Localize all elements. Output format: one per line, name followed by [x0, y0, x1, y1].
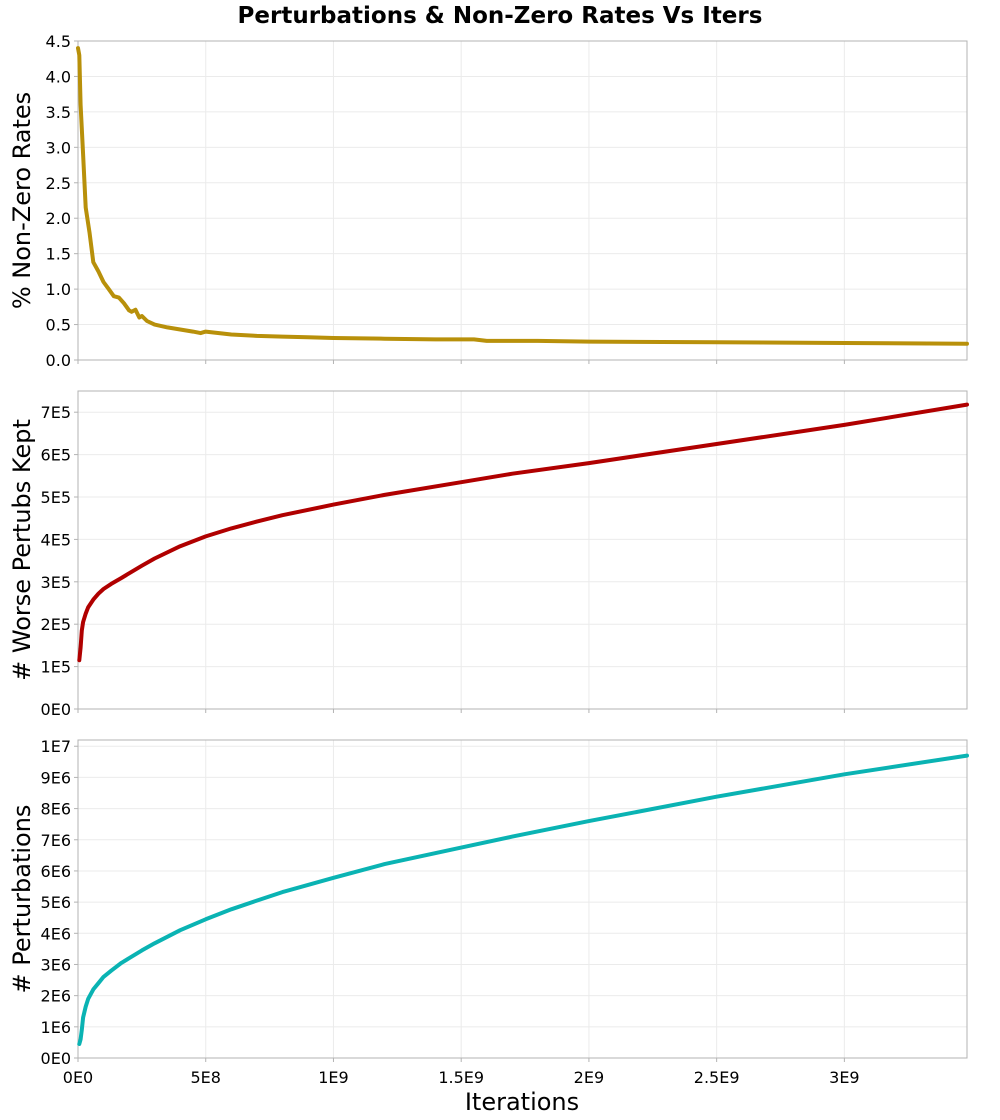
worse-pertubs-y-tick-label-7: 7E5	[41, 403, 71, 422]
perturbations-y-tick-label-4: 4E6	[41, 924, 71, 943]
worse-pertubs-y-axis-label: # Worse Pertubs Kept	[8, 419, 36, 681]
worse-pertubs-y-tick-label-4: 4E5	[41, 530, 71, 549]
perturbations-y-tick-label-0: 0E0	[41, 1049, 71, 1068]
nonzero-rates-y-tick-label-6: 3.0	[46, 138, 71, 157]
perturbations-plot-frame	[77, 739, 968, 1059]
perturbations-y-tick-label-6: 6E6	[41, 862, 71, 881]
chart-title: Perturbations & Non-Zero Rates Vs Iters	[238, 3, 763, 29]
panel-nonzero-rates: 0.0 0.5 1.0 1.5 2.0 2.5 3.0 3.5 4.0 4.5 % Non-Zero…	[8, 32, 969, 370]
x-tick-label-2: 1E9	[318, 1068, 348, 1087]
perturbations-y-tick-label-1: 1E6	[41, 1018, 71, 1037]
nonzero-rates-y-tick-label-7: 3.5	[46, 103, 71, 122]
perturbations-y-tick-label-7: 7E6	[41, 831, 71, 850]
perturbations-y-tick-label-10: 1E7	[41, 737, 71, 756]
perturbations-y-tick-label-3: 3E6	[41, 955, 71, 974]
worse-pertubs-series-line	[77, 402, 969, 663]
x-axis-label: Iterations	[465, 1088, 579, 1116]
nonzero-rates-y-tick-label-1: 0.5	[46, 316, 71, 335]
x-tick-label-1: 5E8	[190, 1068, 220, 1087]
nonzero-rates-y-tick-label-9: 4.5	[46, 32, 71, 51]
nonzero-rates-y-tick-label-0: 0.0	[46, 351, 71, 370]
worse-pertubs-y-tick-label-6: 6E5	[41, 446, 71, 465]
panel-perturbations: 0E0 1E6 2E6 3E6 4E6 5E6 6E6 7E6 8E6 9E6 1E7 # Pertu…	[8, 737, 969, 1068]
nonzero-rates-y-tick-label-3: 1.5	[46, 245, 71, 264]
perturbations-y-tick-label-2: 2E6	[41, 987, 71, 1006]
worse-pertubs-y-tick-label-0: 0E0	[41, 700, 71, 719]
nonzero-rates-y-axis-label: % Non-Zero Rates	[8, 92, 36, 309]
plot-panels: 0.0 0.5 1.0 1.5 2.0 2.5 3.0 3.5 4.0 4.5 % Non-Zero…	[8, 32, 969, 1087]
perturbations-series-line	[77, 753, 969, 1046]
worse-pertubs-y-tick-label-3: 3E5	[41, 573, 71, 592]
perturbations-y-tick-label-8: 8E6	[41, 800, 71, 819]
nonzero-rates-series-line	[76, 46, 969, 346]
x-tick-label-5: 2.5E9	[694, 1068, 740, 1087]
perturbations-y-tick-label-5: 5E6	[41, 893, 71, 912]
perturbations-y-tick-label-9: 9E6	[41, 768, 71, 787]
nonzero-rates-plot-frame	[77, 40, 968, 361]
worse-pertubs-plot-frame	[77, 390, 968, 710]
x-tick-label-4: 2E9	[574, 1068, 604, 1087]
perturbations-y-axis-label: # Perturbations	[8, 805, 36, 994]
x-tick-label-3: 1.5E9	[438, 1068, 484, 1087]
x-tick-label-6: 3E9	[829, 1068, 859, 1087]
nonzero-rates-y-tick-label-4: 2.0	[46, 209, 71, 228]
panel-worse-pertubs: 0E0 1E5 2E5 3E5 4E5 5E5 6E5 7E5 # Worse Pertubs …	[8, 390, 969, 719]
worse-pertubs-y-tick-label-1: 1E5	[41, 658, 71, 677]
nonzero-rates-y-tick-label-5: 2.5	[46, 174, 71, 193]
nonzero-rates-y-tick-label-8: 4.0	[46, 67, 71, 86]
worse-pertubs-y-tick-label-5: 5E5	[41, 488, 71, 507]
nonzero-rates-y-tick-label-2: 1.0	[46, 280, 71, 299]
worse-pertubs-y-tick-label-2: 2E5	[41, 615, 71, 634]
x-tick-label-0: 0E0	[63, 1068, 93, 1087]
